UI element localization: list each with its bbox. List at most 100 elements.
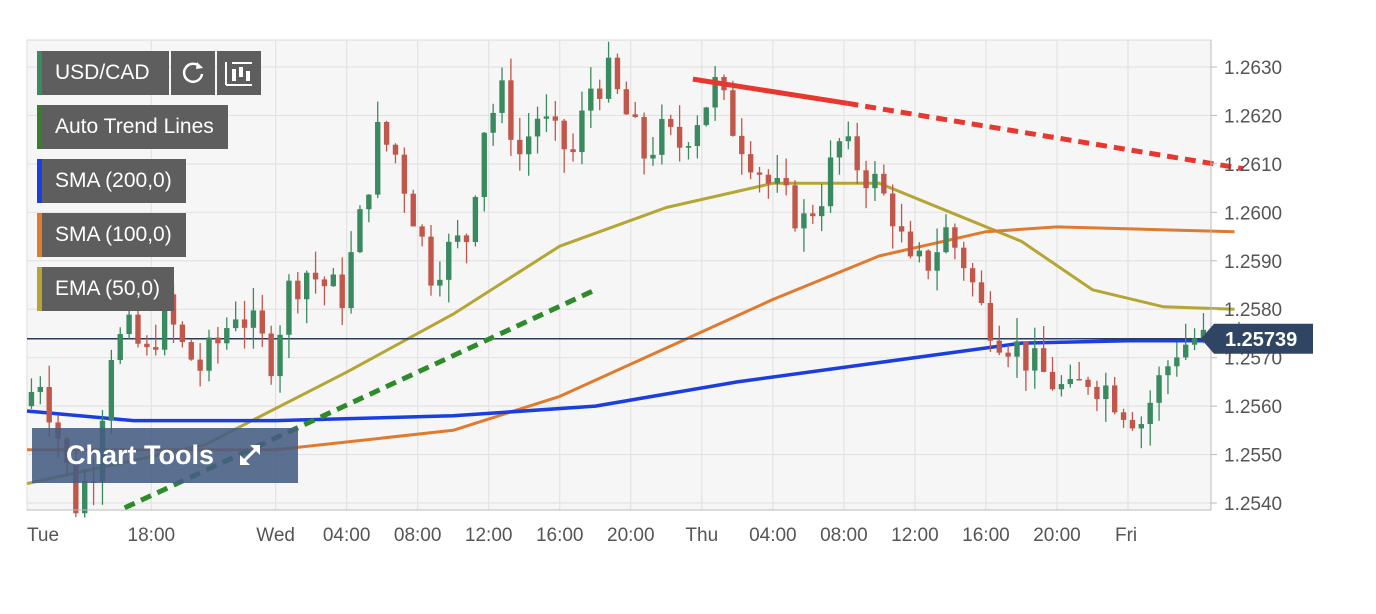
candle-body [1076, 379, 1082, 381]
candle-body [108, 360, 115, 421]
expand-icon [239, 444, 261, 466]
candle-body [392, 144, 399, 155]
candle-body [375, 122, 381, 195]
candle-body [179, 324, 186, 343]
x-tick-label: 16:00 [962, 525, 1010, 546]
candle-body [570, 149, 576, 153]
candle-body [552, 116, 558, 121]
candle-body [268, 333, 274, 377]
refresh-button[interactable] [171, 51, 215, 95]
last-price-label: 1.25739 [1225, 329, 1297, 351]
legend-auto-trend-lines[interactable]: Auto Trend Lines [37, 105, 228, 149]
last-price-flag: 1.25739 [1201, 323, 1313, 354]
candle-body [481, 132, 487, 198]
candle-body [588, 88, 594, 111]
candle-body [1005, 352, 1011, 357]
candle-body [916, 250, 923, 257]
candle-body [934, 252, 940, 271]
candle-body [543, 116, 550, 119]
trend-lines [123, 76, 1244, 511]
candle-body [765, 174, 772, 184]
candle-body [357, 209, 363, 253]
candle-body [801, 213, 807, 229]
candle-body [694, 125, 701, 147]
candle-body [215, 337, 221, 344]
legend-ema-50[interactable]: EMA (50,0) [37, 267, 175, 311]
candle-body [126, 314, 132, 335]
candle-body [37, 386, 44, 392]
x-tick-label: Tue [27, 525, 59, 546]
chart-tools-label: Chart Tools [66, 440, 214, 470]
candle-body [463, 235, 470, 243]
candle-body [1032, 348, 1038, 371]
legend-symbol[interactable]: USD/CAD [37, 51, 169, 95]
y-tick-label: 1.2600 [1224, 203, 1282, 224]
y-tick-label: 1.2550 [1224, 446, 1282, 467]
candle-body [605, 57, 612, 99]
candle-body [419, 226, 425, 237]
candle-body [1067, 379, 1073, 385]
candle-body [703, 107, 709, 126]
candle-body [446, 241, 452, 280]
candle-body [117, 334, 123, 361]
axes: 1.2540 1.2550 1.2560 1.2570 1.2580 1.2590 1.26… [27, 40, 1282, 546]
candle-body [641, 117, 647, 159]
candle-body [241, 319, 248, 328]
candle-body [872, 173, 878, 189]
chart-tools-button[interactable]: Chart Tools [32, 428, 298, 483]
candle-body [845, 136, 851, 142]
candle-body [46, 386, 52, 423]
candle-body [996, 340, 1002, 353]
sma-100-line [27, 225, 1235, 452]
sma200-swatch [37, 159, 42, 203]
candle-body [925, 250, 931, 271]
legend-sma-100[interactable]: SMA (100,0) [37, 213, 186, 257]
candle-body [1014, 341, 1020, 357]
x-tick-label: Fri [1115, 525, 1137, 546]
candle-body [1111, 385, 1118, 413]
candle-body [295, 280, 301, 300]
candle-body [685, 146, 692, 148]
candle-body [82, 481, 88, 514]
candle-body [810, 213, 816, 217]
candle-body [1138, 424, 1145, 429]
candles-button[interactable] [217, 51, 261, 95]
candle-body [1147, 402, 1153, 425]
y-tick-label: 1.2610 [1224, 155, 1282, 176]
candle-body [783, 177, 789, 186]
candle-body [197, 359, 203, 371]
candle-body [153, 347, 159, 350]
candle-body [659, 119, 665, 155]
candle-body [579, 110, 585, 153]
candle-body [250, 310, 257, 328]
candle-body [135, 314, 141, 344]
resistance-trend-projection [847, 100, 1244, 172]
candle-body [747, 154, 754, 173]
candle-body [1094, 386, 1100, 400]
legend-sma-200[interactable]: SMA (200,0) [37, 159, 186, 203]
legend-label: EMA (50,0) [55, 277, 161, 300]
candle-body [1120, 412, 1127, 420]
candle-body [517, 139, 523, 155]
y-tick-label: 1.2580 [1224, 300, 1282, 321]
x-tick-label: 12:00 [465, 525, 513, 546]
candle-body [401, 154, 408, 194]
candle-body [943, 227, 949, 253]
candle-body [437, 279, 443, 286]
ema50-swatch [37, 267, 42, 311]
candle-body [348, 252, 354, 309]
candle-body [321, 279, 328, 287]
candle-body [188, 342, 194, 360]
trend-swatch [37, 105, 42, 149]
candle-body [1156, 375, 1162, 403]
sma-200-line [26, 338, 1235, 423]
x-tick-label: 04:00 [749, 525, 797, 546]
candle-body [490, 112, 496, 133]
candle-body [410, 193, 416, 227]
x-tick-label: Wed [256, 525, 295, 546]
candle-body [428, 236, 434, 286]
candle-body [472, 197, 479, 243]
candle-body [1191, 338, 1198, 345]
candle-body [1049, 371, 1056, 390]
candle-body [28, 391, 35, 407]
